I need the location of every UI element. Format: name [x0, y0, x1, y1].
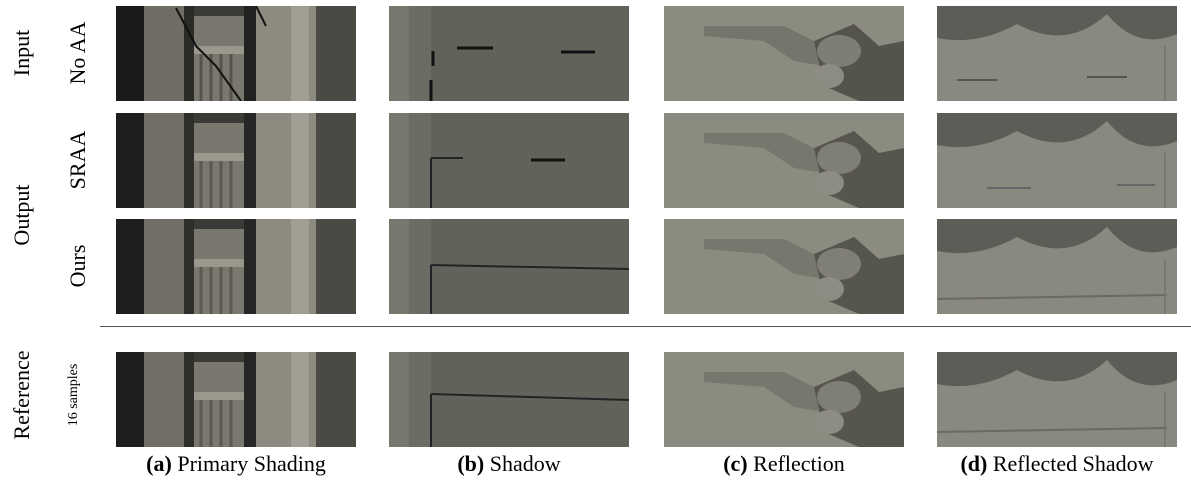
caption-letter: (d) [960, 451, 988, 476]
caption-primary-shading: (a) Primary Shading [146, 451, 326, 477]
image-primary-ours [116, 219, 356, 314]
image-primary-sraa [116, 113, 356, 208]
image-reflected-shadow-sraa [937, 113, 1177, 208]
caption-reflection: (c) Reflection [723, 451, 845, 477]
image-shadow-reference [389, 352, 629, 447]
caption-letter: (a) [146, 451, 172, 476]
image-reflection-ours [664, 219, 904, 314]
image-shadow-no-aa [389, 6, 629, 101]
caption-shadow: (b) Shadow [457, 451, 560, 477]
caption-text: Primary Shading [171, 451, 326, 476]
caption-text: Reflected Shadow [987, 451, 1154, 476]
group-label-input: Input [9, 29, 34, 77]
image-primary-no-aa [116, 6, 356, 101]
caption-reflected-shadow: (d) Reflected Shadow [960, 451, 1153, 477]
row-label-samples: 16 samples [66, 363, 81, 427]
row-label-sraa: SRAA [65, 130, 90, 190]
row-label-reference: Reference [9, 350, 34, 440]
image-reflection-no-aa [664, 6, 904, 101]
image-shadow-sraa [389, 113, 629, 208]
caption-letter: (b) [457, 451, 485, 476]
group-label-output: Output [9, 184, 34, 246]
image-shadow-ours [389, 219, 629, 314]
image-reflected-shadow-reference [937, 352, 1177, 447]
image-reflection-sraa [664, 113, 904, 208]
row-label-no-aa: No AA [65, 21, 90, 85]
image-primary-reference [116, 352, 356, 447]
caption-letter: (c) [723, 451, 748, 476]
caption-text: Reflection [747, 451, 845, 476]
caption-text: Shadow [484, 451, 561, 476]
image-reflection-reference [664, 352, 904, 447]
image-reflected-shadow-ours [937, 219, 1177, 314]
row-label-ours: Ours [65, 244, 90, 288]
section-divider [100, 326, 1191, 327]
image-reflected-shadow-no-aa [937, 6, 1177, 101]
